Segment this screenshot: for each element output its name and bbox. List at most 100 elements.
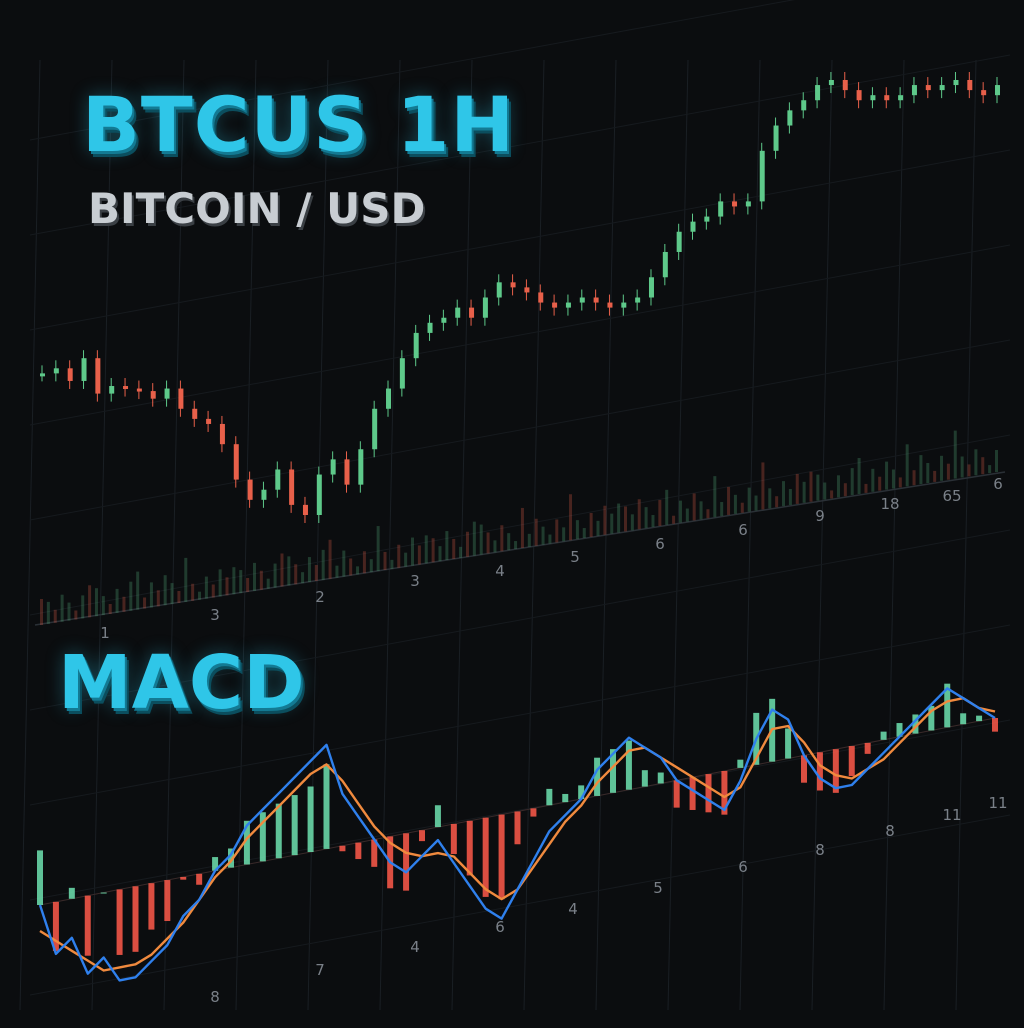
candle bbox=[884, 95, 890, 101]
volume-bar bbox=[850, 468, 854, 496]
volume-bar bbox=[314, 564, 318, 581]
candle bbox=[302, 504, 308, 515]
volume-bar bbox=[912, 470, 916, 486]
volume-bar bbox=[665, 489, 669, 525]
histogram-bar bbox=[546, 788, 553, 806]
candle bbox=[732, 201, 738, 207]
candle bbox=[330, 459, 336, 475]
volume-bar bbox=[603, 505, 607, 535]
volume-bar bbox=[685, 508, 689, 522]
volume-bar bbox=[795, 473, 799, 504]
chart-subtitle: BITCOIN / USD bbox=[88, 184, 426, 233]
candle bbox=[372, 408, 378, 450]
histogram-bar bbox=[816, 752, 823, 791]
price-x-tick: 3 bbox=[210, 606, 220, 624]
histogram-bar bbox=[68, 887, 75, 899]
grid-line bbox=[29, 0, 795, 141]
histogram-bar bbox=[896, 723, 903, 737]
volume-bar bbox=[198, 591, 202, 600]
candle bbox=[123, 386, 129, 390]
candle bbox=[773, 125, 779, 151]
candle bbox=[745, 201, 751, 207]
candle bbox=[316, 474, 322, 515]
candle bbox=[787, 110, 793, 126]
volume-bar bbox=[349, 558, 353, 576]
volume-bar bbox=[356, 566, 360, 575]
macd-x-tick: 4 bbox=[568, 900, 578, 918]
volume-bar bbox=[472, 521, 476, 556]
volume-bar bbox=[307, 557, 311, 583]
volume-bar bbox=[637, 499, 641, 530]
histogram-bar bbox=[275, 803, 282, 859]
volume-bar bbox=[383, 551, 387, 570]
candle bbox=[967, 80, 973, 91]
histogram-bar bbox=[689, 777, 696, 810]
volume-bar bbox=[60, 594, 64, 622]
volume-bar bbox=[94, 588, 98, 617]
volume-bar bbox=[782, 481, 786, 507]
histogram-bar bbox=[657, 772, 664, 784]
volume-bar bbox=[871, 468, 875, 492]
volume-bar bbox=[809, 471, 813, 502]
candle bbox=[427, 322, 433, 333]
candle bbox=[704, 216, 710, 222]
histogram-bar bbox=[228, 848, 234, 868]
histogram-bar bbox=[912, 714, 919, 734]
candle bbox=[150, 391, 156, 399]
macd-x-tick: 8 bbox=[815, 841, 825, 859]
volume-bar bbox=[713, 476, 717, 518]
macd-x-tick: 11 bbox=[988, 794, 1007, 812]
volume-bar bbox=[479, 524, 483, 555]
volume-bar bbox=[101, 596, 105, 616]
candle bbox=[953, 80, 959, 86]
volume-bar bbox=[170, 583, 174, 605]
candle bbox=[206, 418, 212, 424]
candle bbox=[856, 90, 862, 101]
volume-bar bbox=[974, 449, 978, 476]
price-baseline bbox=[34, 471, 1006, 626]
volume-bar bbox=[898, 477, 902, 488]
volume-bar bbox=[678, 500, 682, 523]
histogram-bar bbox=[291, 795, 298, 856]
price-x-tick: 6 bbox=[655, 535, 665, 553]
volume-bar bbox=[211, 584, 215, 598]
candle bbox=[635, 297, 641, 303]
histogram-bar bbox=[196, 873, 203, 885]
volume-bar bbox=[239, 570, 243, 594]
histogram-bar bbox=[37, 850, 43, 905]
price-x-tick: 1 bbox=[100, 624, 110, 642]
volume-bar bbox=[163, 575, 167, 606]
volume-bar bbox=[88, 585, 92, 618]
volume-bar bbox=[864, 483, 868, 493]
histogram-bar bbox=[848, 746, 855, 777]
candle bbox=[95, 358, 101, 394]
macd-lines bbox=[38, 687, 996, 982]
histogram-bar bbox=[466, 820, 473, 876]
candle bbox=[386, 388, 392, 409]
volume-bar bbox=[541, 526, 545, 545]
volume-bar bbox=[699, 501, 703, 520]
macd-x-tick: 4 bbox=[410, 938, 420, 956]
volume-bar bbox=[493, 540, 497, 553]
volume-bar bbox=[946, 463, 950, 480]
volume-bar bbox=[836, 475, 840, 498]
histogram-bar bbox=[721, 770, 728, 815]
volume-bar bbox=[878, 476, 882, 491]
candle bbox=[109, 386, 115, 394]
volume-bar bbox=[740, 502, 744, 513]
candle bbox=[358, 449, 364, 485]
candle bbox=[995, 85, 1000, 96]
grid-line bbox=[523, 59, 545, 1011]
volume-bar bbox=[259, 570, 263, 590]
volume-bar bbox=[960, 456, 964, 478]
volume-bar bbox=[857, 458, 861, 495]
histogram-bar bbox=[960, 713, 967, 725]
volume-bar bbox=[287, 556, 291, 586]
grid-line bbox=[29, 434, 1011, 616]
histogram-bar bbox=[562, 793, 569, 803]
candle bbox=[275, 469, 281, 490]
volume-bar bbox=[74, 610, 78, 620]
volume-bar bbox=[40, 599, 43, 625]
volume-bar bbox=[727, 486, 731, 515]
